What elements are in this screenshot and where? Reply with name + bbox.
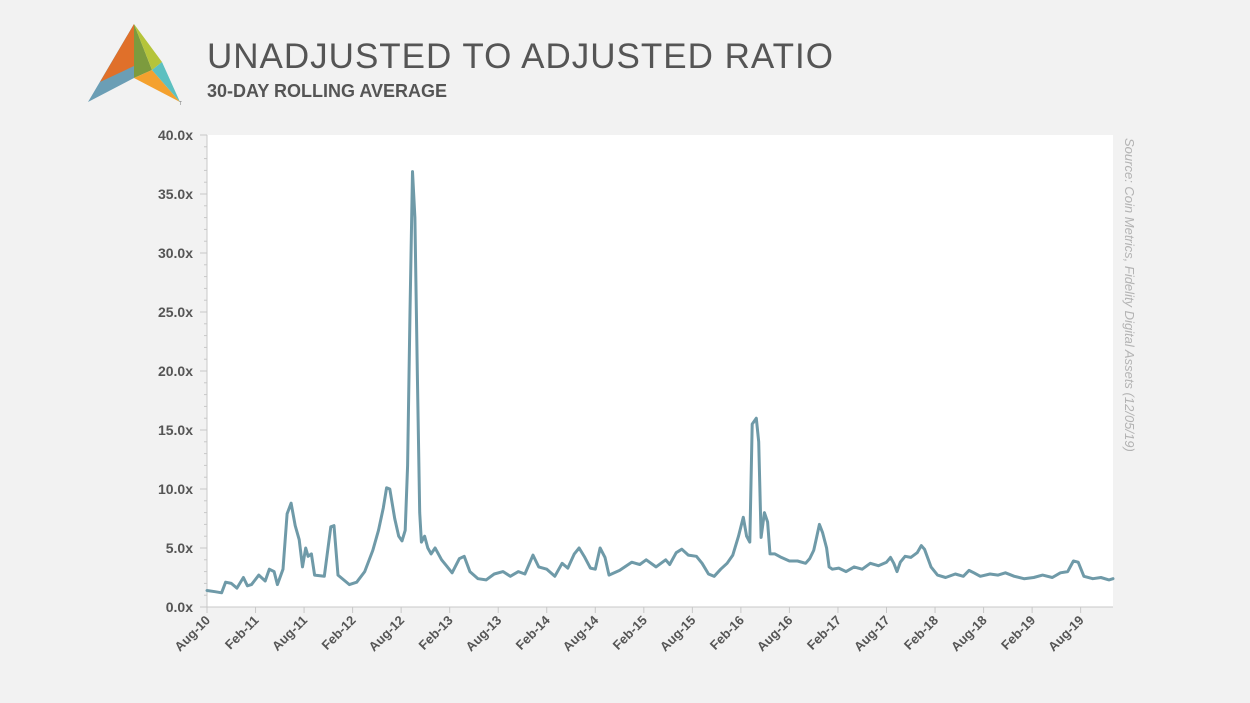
- x-tick-label: Aug-16: [754, 613, 796, 655]
- chart-title: UNADJUSTED TO ADJUSTED RATIO: [207, 37, 834, 76]
- y-tick-label: 25.0x: [158, 304, 193, 320]
- x-tick-label: Aug-14: [560, 612, 602, 654]
- logo-facet-green: [134, 24, 152, 78]
- logo-facet-amber: [134, 70, 180, 102]
- y-tick-label: 15.0x: [158, 422, 193, 438]
- logo-facet-blue: [88, 24, 134, 102]
- logo-trademark: TM: [179, 101, 182, 106]
- company-logo: TM: [88, 24, 182, 106]
- x-tick-label: Aug-19: [1045, 613, 1087, 655]
- x-tick-label: Aug-12: [366, 613, 408, 655]
- logo-facet-orange: [100, 24, 134, 82]
- y-axis: 0.0x 5.0x 10.0x 15.0x 20.0x 25.0x 30.0x 35.0x 40…: [158, 127, 207, 615]
- y-tick-label: 0.0x: [166, 599, 193, 615]
- x-tick-label: Aug-15: [657, 613, 699, 655]
- x-tick-label: Aug-10: [171, 613, 213, 655]
- x-tick-label: Aug-17: [851, 613, 893, 655]
- y-tick-label: 35.0x: [158, 186, 193, 202]
- y-tick-label: 40.0x: [158, 127, 193, 143]
- x-axis: Aug-10 Feb-11 Aug-11 Feb-12 Aug-12 Feb-13 Aug-…: [171, 607, 1087, 655]
- source-note: Source: Coin Metrics, Fidelity Digital A…: [1122, 138, 1137, 452]
- x-tick-label: Feb-14: [513, 612, 554, 653]
- x-tick-label: Aug-13: [463, 613, 505, 655]
- y-tick-label: 20.0x: [158, 363, 193, 379]
- x-tick-label: Feb-12: [318, 613, 358, 653]
- y-tick-label: 5.0x: [166, 540, 193, 556]
- x-tick-label: Feb-16: [707, 613, 747, 653]
- x-tick-label: Feb-15: [610, 613, 650, 653]
- x-tick-label: Aug-18: [948, 613, 990, 655]
- y-tick-label: 30.0x: [158, 245, 193, 261]
- x-tick-label: Feb-11: [222, 613, 262, 653]
- series-line-ratio: [205, 170, 1115, 595]
- y-tick-label: 10.0x: [158, 481, 193, 497]
- logo-facet-lime: [134, 24, 162, 70]
- plot-area: [207, 135, 1113, 607]
- x-tick-label: Feb-19: [998, 613, 1038, 653]
- x-tick-label: Feb-13: [416, 613, 456, 653]
- x-tick-label: Aug-11: [269, 613, 310, 654]
- logo-facet-teal: [152, 62, 180, 102]
- chart-subtitle: 30-DAY ROLLING AVERAGE: [207, 81, 448, 101]
- x-tick-label: Feb-18: [901, 613, 941, 653]
- x-tick-label: Feb-17: [804, 613, 844, 653]
